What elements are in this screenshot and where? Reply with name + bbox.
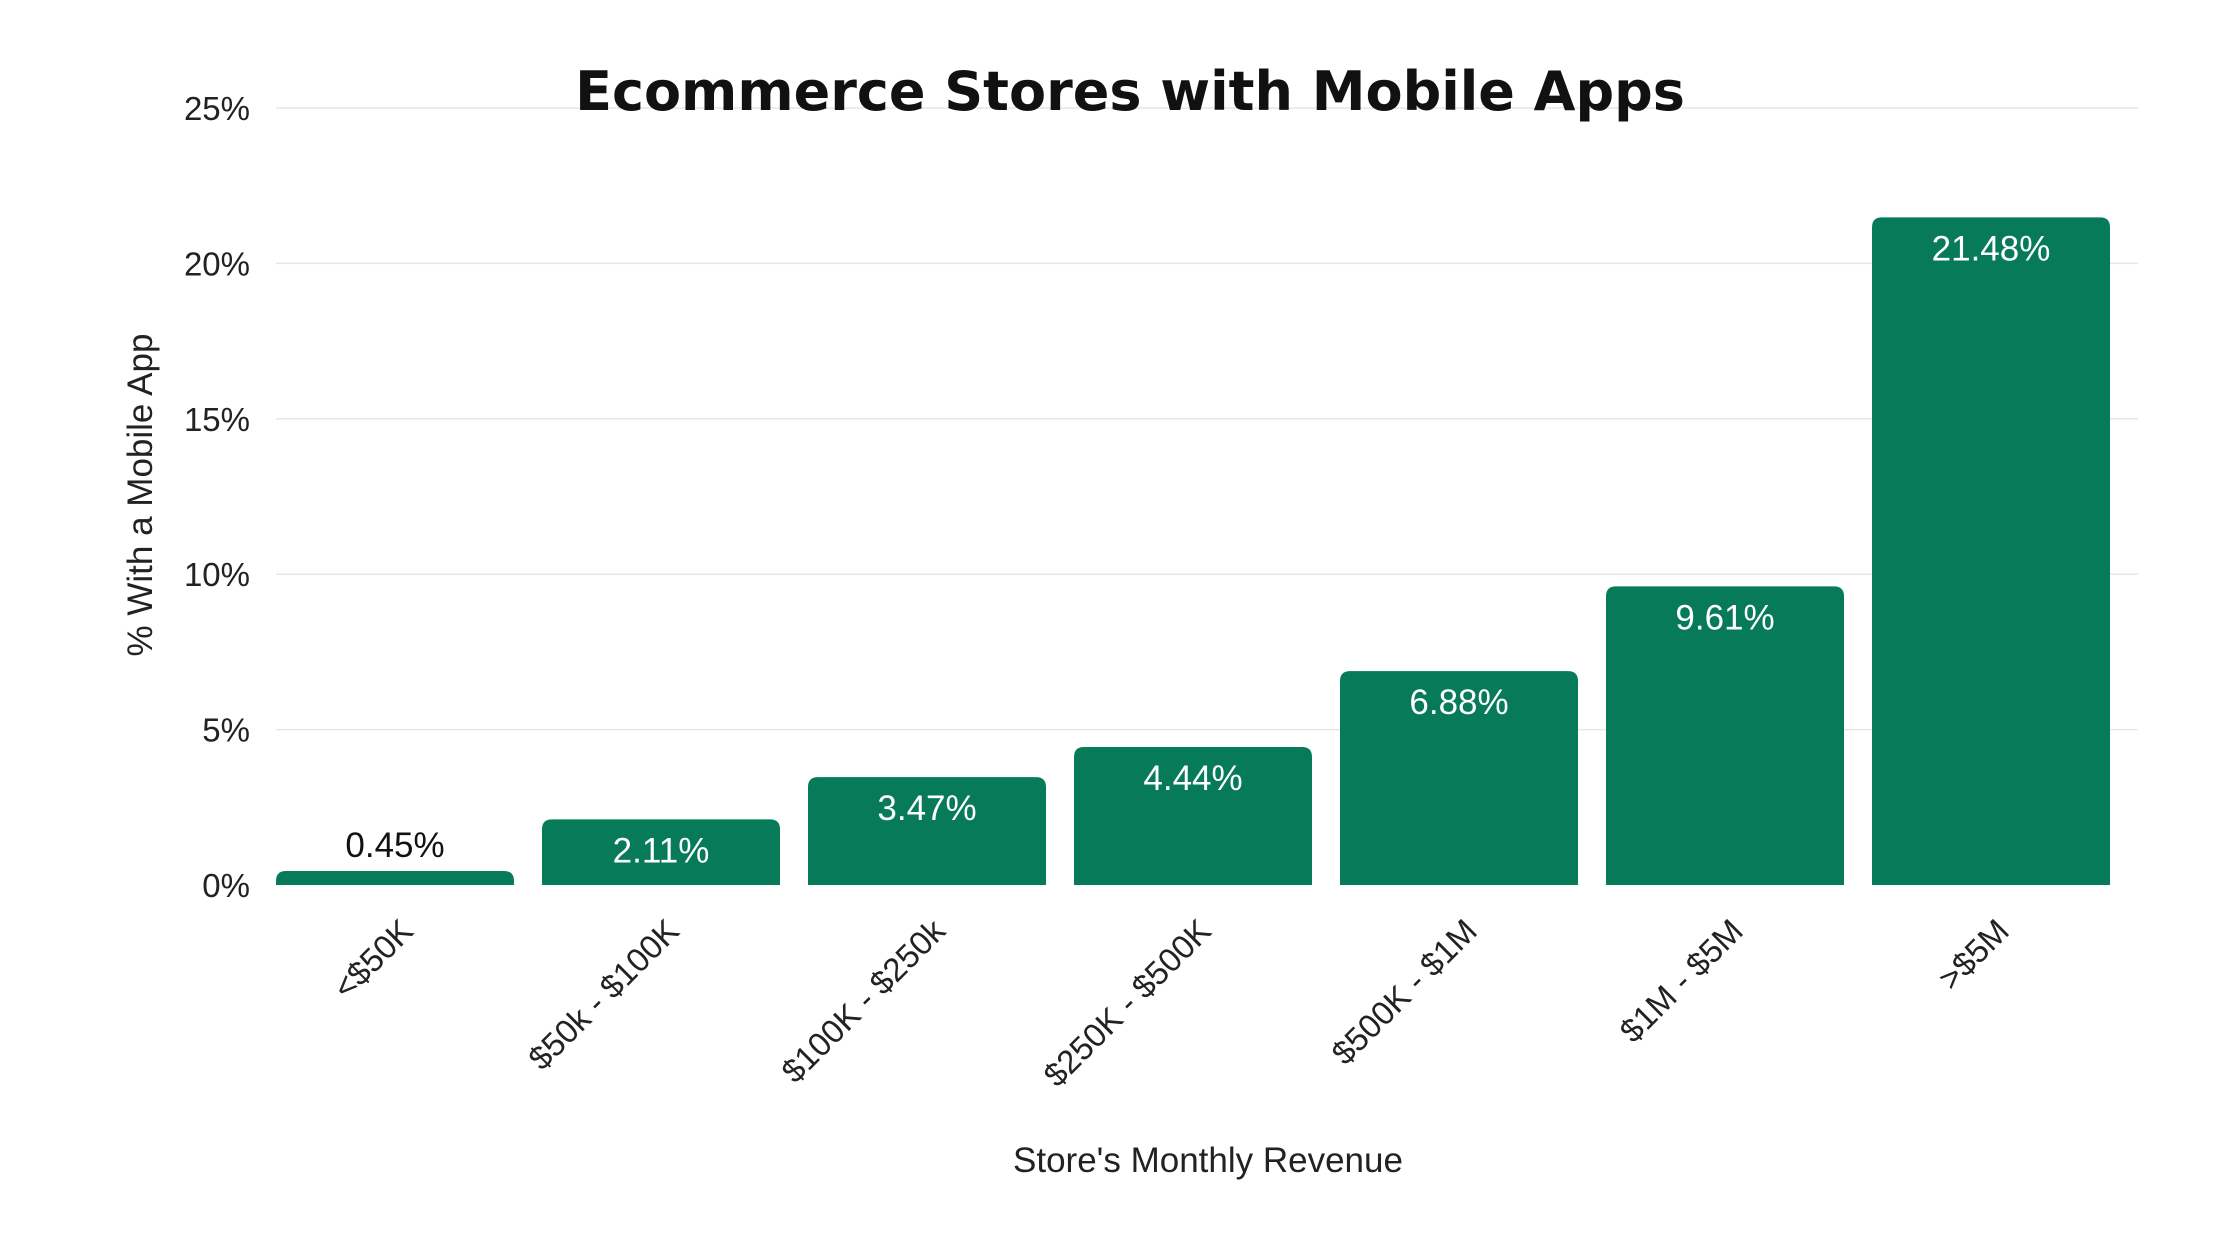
bar xyxy=(1606,586,1844,885)
bar xyxy=(276,871,514,885)
y-tick-label: 10% xyxy=(184,556,250,593)
y-axis-label: % With a Mobile App xyxy=(121,334,160,657)
x-axis-label: Store's Monthly Revenue xyxy=(1013,1141,1403,1180)
x-tick-label: $100K - $250k xyxy=(774,911,952,1089)
bar xyxy=(808,777,1046,885)
bar-value-label: 6.88% xyxy=(1409,683,1508,722)
x-tick-label: $1M - $5M xyxy=(1612,912,1750,1050)
y-tick-label: 15% xyxy=(184,401,250,438)
bar xyxy=(1340,671,1578,885)
y-tick-label: 25% xyxy=(184,90,250,127)
x-axis-ticks: <$50K $50k - $100K $100K - $250k $250K - $5… xyxy=(326,911,2016,1093)
y-axis-ticks: 0% 5% 10% 15% 20% 25% xyxy=(184,90,250,904)
bar xyxy=(1074,747,1312,885)
y-tick-label: 20% xyxy=(184,245,250,282)
bar-value-label: 9.61% xyxy=(1675,598,1774,637)
bar-value-label: 4.44% xyxy=(1143,759,1242,798)
y-tick-label: 0% xyxy=(202,867,250,904)
y-tick-label: 5% xyxy=(202,712,250,749)
bar-value-label: 0.45% xyxy=(345,826,444,865)
x-tick-label: $50k - $100K xyxy=(521,912,686,1077)
x-tick-label: $500K - $1M xyxy=(1324,912,1484,1072)
x-tick-label: $250K - $500K xyxy=(1036,912,1218,1094)
bars: 0.45% 2.11% 3.47% 4.44% 6.88% 9.61% 21.48% xyxy=(276,217,2110,885)
bar-value-label: 3.47% xyxy=(877,789,976,828)
bar-value-label: 2.11% xyxy=(613,831,710,870)
chart-title: Ecommerce Stores with Mobile Apps xyxy=(575,60,1685,123)
bar xyxy=(542,819,780,885)
x-tick-label: <$50K xyxy=(326,912,420,1006)
x-tick-label: >$5M xyxy=(1931,912,2016,997)
gridlines xyxy=(276,107,2138,731)
bar-value-label: 21.48% xyxy=(1932,229,2051,268)
bar xyxy=(1872,217,2110,885)
